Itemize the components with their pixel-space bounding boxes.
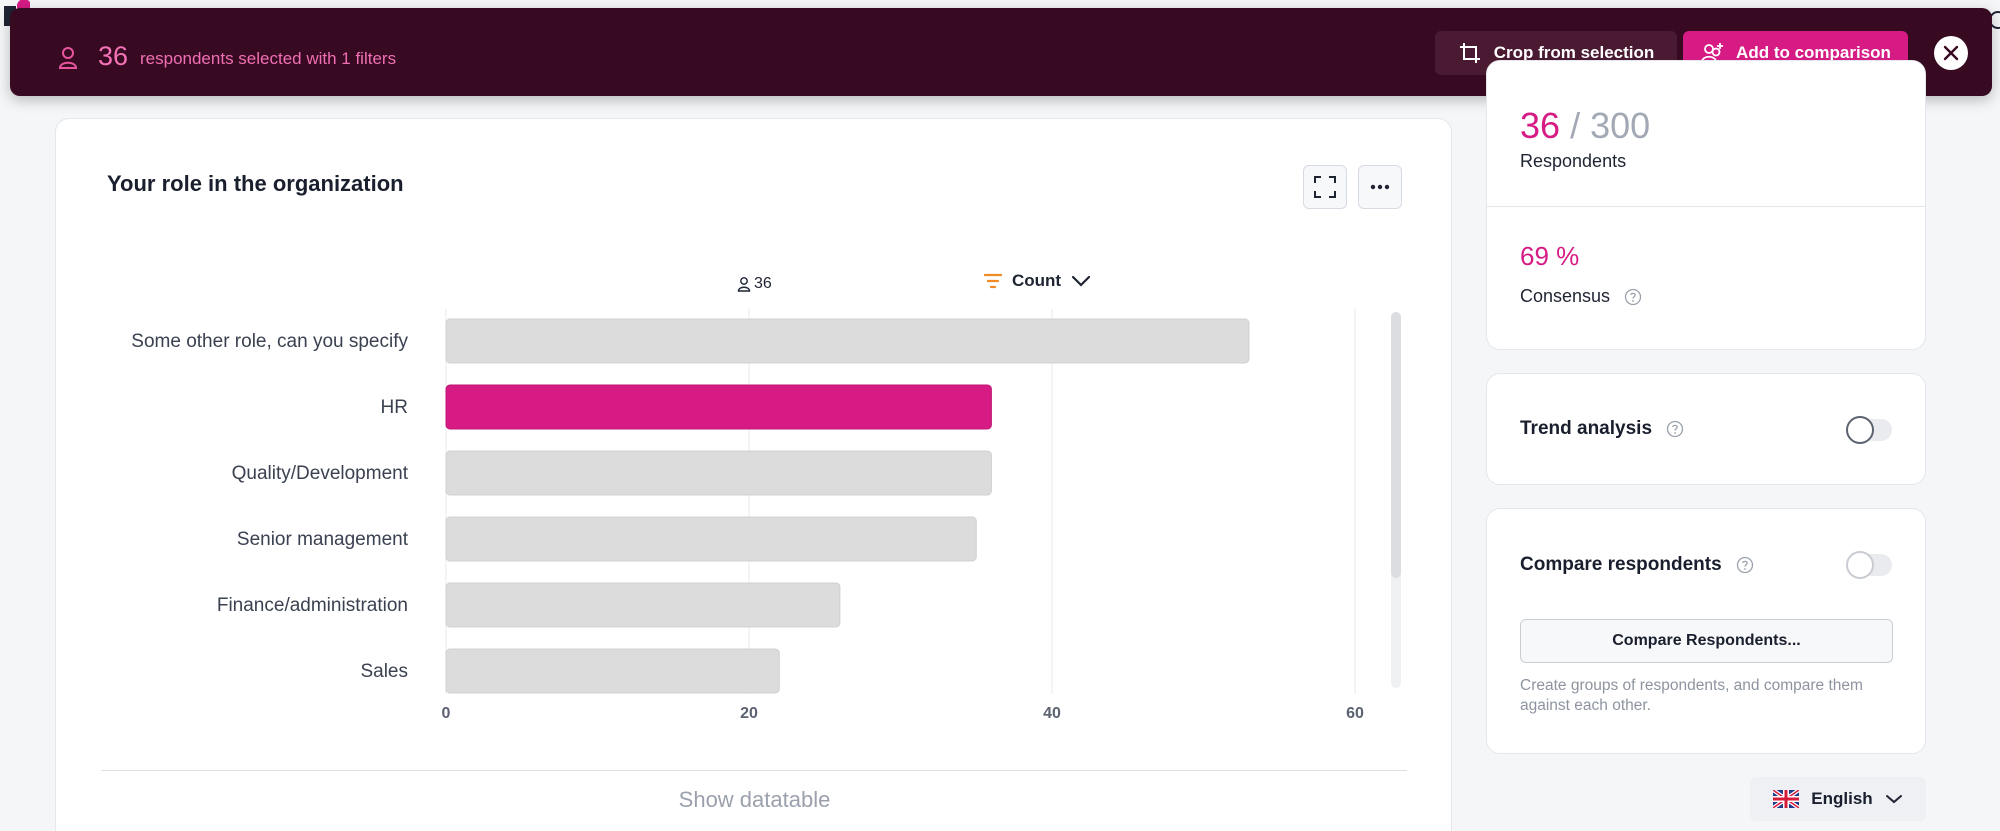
chevron-down-icon (1071, 275, 1091, 287)
bar[interactable] (445, 648, 780, 694)
respondents-label: Respondents (1520, 151, 1627, 171)
selection-summary: respondents selected with 1 filters (140, 49, 397, 68)
help-icon[interactable] (1666, 420, 1684, 438)
compare-respondents-card: Compare respondents Compare Respondents.… (1486, 508, 1926, 754)
divider (101, 770, 1407, 771)
sort-label: Count (1012, 271, 1062, 290)
category-label: Quality/Development (232, 463, 409, 484)
consensus-label: Consensus (1520, 286, 1611, 306)
compare-description: Create groups of respondents, and compar… (1520, 677, 1863, 714)
language-selector[interactable]: English (1750, 777, 1926, 821)
x-tick-label: 0 (442, 705, 451, 722)
close-banner-button[interactable] (1934, 36, 1968, 70)
total-respondents: / 300 (1570, 105, 1651, 146)
respondents-ratio: 36 / 300 (1520, 105, 1650, 147)
user-icon (58, 47, 78, 69)
crop-button-label: Crop from selection (1493, 43, 1655, 62)
trend-analysis-card: Trend analysis (1486, 373, 1926, 485)
compare-respondents-button[interactable]: Compare Respondents... (1520, 619, 1893, 663)
category-label: Sales (360, 661, 408, 682)
bar[interactable] (445, 582, 841, 628)
category-label: Finance/administration (217, 595, 408, 616)
compare-respondents-title-row: Compare respondents (1520, 554, 1754, 576)
x-tick-label: 60 (1346, 705, 1364, 722)
trend-analysis-toggle[interactable] (1846, 416, 1892, 444)
x-tick-label: 20 (740, 705, 758, 722)
add-button-label: Add to comparison (1736, 43, 1891, 62)
category-label: Senior management (237, 529, 409, 550)
respondent-count: 36 (737, 275, 772, 293)
compare-respondents-title: Compare respondents (1520, 554, 1722, 575)
bar-chart: 0 20 40 60 Some other role, can you specify H… (131, 309, 1364, 722)
user-icon (737, 277, 751, 292)
sort-icon (984, 273, 1002, 289)
selected-count: 36 (98, 41, 129, 71)
divider (1487, 206, 1925, 207)
help-icon[interactable] (1624, 288, 1642, 306)
trend-analysis-title: Trend analysis (1520, 418, 1653, 439)
expand-icon (1314, 176, 1336, 198)
selected-respondents: 36 (1520, 105, 1561, 146)
chart-card: Your role in the organization 36 Count 0… (55, 118, 1452, 831)
consensus-value: 69 % (1520, 241, 1580, 271)
chart-scrollbar-thumb[interactable] (1391, 312, 1401, 578)
close-icon (1943, 45, 1959, 61)
sort-dropdown[interactable]: Count (984, 271, 1091, 291)
x-tick-label: 40 (1043, 705, 1061, 722)
category-label: HR (381, 397, 408, 418)
help-icon[interactable] (1736, 556, 1754, 574)
bar[interactable] (445, 384, 992, 430)
compare-respondents-toggle[interactable] (1846, 551, 1892, 579)
crop-icon (1459, 43, 1480, 63)
toggle-knob (1846, 551, 1874, 579)
bar[interactable] (445, 450, 992, 496)
bar[interactable] (445, 318, 1250, 364)
more-icon (1370, 184, 1390, 190)
respondent-count-value: 36 (754, 275, 772, 292)
trend-analysis-title-row: Trend analysis (1520, 418, 1684, 440)
language-label: English (1811, 789, 1873, 808)
toggle-knob (1846, 416, 1874, 444)
show-datatable-link[interactable]: Show datatable (678, 787, 831, 812)
chevron-down-icon (1885, 795, 1902, 804)
category-label: Some other role, can you specify (131, 331, 408, 352)
more-options-button[interactable] (1358, 165, 1402, 209)
stats-card: 36 / 300 Respondents 69 % Consensus (1486, 60, 1926, 350)
bar[interactable] (445, 516, 977, 562)
uk-flag-icon (1773, 790, 1800, 808)
question-title: Your role in the organization (107, 171, 404, 196)
consensus-row: Consensus (1520, 286, 1642, 307)
fullscreen-button[interactable] (1303, 165, 1347, 209)
